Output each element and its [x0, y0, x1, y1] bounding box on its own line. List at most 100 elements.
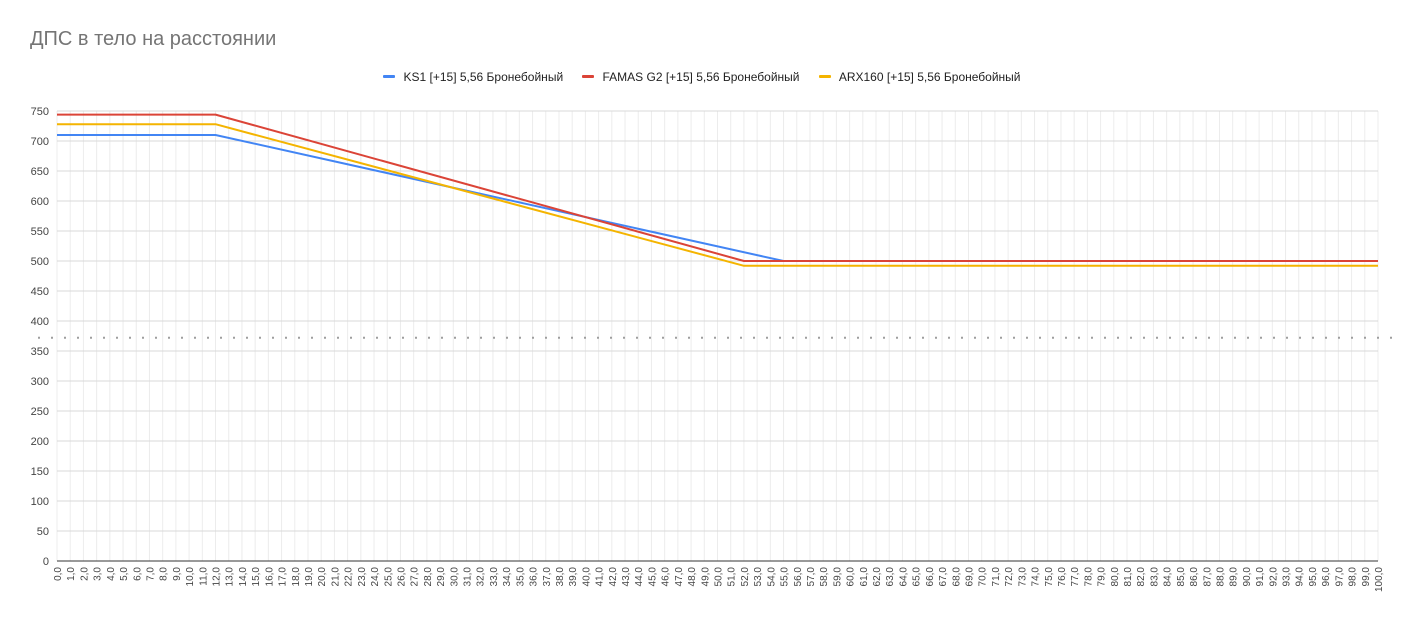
- x-tick-label: 82,0: [1136, 567, 1147, 587]
- y-tick-label: 400: [31, 316, 49, 328]
- legend-swatch-ks1: [383, 75, 396, 79]
- y-tick-label: 500: [31, 256, 49, 268]
- legend-item-arx160[interactable]: ARX160 [+15] 5,56 Бронебойный: [818, 70, 1021, 84]
- x-tick-label: 91,0: [1255, 567, 1266, 587]
- x-tick-label: 40,0: [581, 567, 592, 587]
- x-tick-label: 46,0: [661, 567, 672, 587]
- y-tick-label: 350: [31, 346, 49, 358]
- x-tick-label: 89,0: [1229, 567, 1240, 587]
- x-tick-label: 77,0: [1070, 567, 1081, 587]
- x-tick-label: 74,0: [1031, 567, 1042, 587]
- x-tick-label: 20,0: [317, 567, 328, 587]
- x-tick-label: 90,0: [1242, 567, 1253, 587]
- series-line-1: [57, 113, 1378, 262]
- x-tick-label: 11,0: [198, 567, 209, 586]
- x-tick-label: 60,0: [846, 567, 857, 587]
- x-tick-label: 33,0: [489, 567, 500, 587]
- y-tick-label: 300: [31, 376, 49, 388]
- x-tick-label: 31,0: [463, 567, 474, 587]
- chart-legend: KS1 [+15] 5,56 Бронебойный FAMAS G2 [+15…: [0, 70, 1404, 84]
- x-tick-label: 85,0: [1176, 567, 1187, 587]
- y-tick-label: 650: [31, 166, 49, 178]
- x-tick-label: 52,0: [740, 567, 751, 587]
- x-tick-label: 22,0: [344, 567, 355, 587]
- x-tick-label: 35,0: [515, 567, 526, 587]
- x-tick-label: 32,0: [476, 567, 487, 587]
- x-tick-label: 65,0: [912, 567, 923, 587]
- x-tick-label: 8,0: [159, 567, 170, 581]
- x-tick-label: 75,0: [1044, 567, 1055, 587]
- y-tick-label: 450: [31, 286, 49, 298]
- legend-item-famas-g2[interactable]: FAMAS G2 [+15] 5,56 Бронебойный: [582, 70, 799, 84]
- legend-item-ks1[interactable]: KS1 [+15] 5,56 Бронебойный: [383, 70, 563, 84]
- x-tick-label: 56,0: [793, 567, 804, 587]
- x-tick-label: 45,0: [647, 567, 658, 587]
- x-tick-label: 9,0: [172, 567, 183, 581]
- x-tick-label: 0,0: [53, 567, 64, 581]
- x-tick-label: 96,0: [1321, 567, 1332, 587]
- x-tick-label: 25,0: [383, 567, 394, 587]
- x-tick-label: 59,0: [832, 567, 843, 587]
- legend-label-arx160: ARX160 [+15] 5,56 Бронебойный: [838, 70, 1021, 84]
- series-line-2: [57, 123, 1378, 267]
- x-tick-label: 12,0: [212, 567, 223, 587]
- x-tick-label: 51,0: [727, 567, 738, 587]
- x-tick-label: 95,0: [1308, 567, 1319, 587]
- x-tick-label: 3,0: [93, 567, 104, 581]
- x-tick-label: 37,0: [542, 567, 553, 587]
- x-tick-label: 84,0: [1163, 567, 1174, 587]
- x-tick-label: 80,0: [1110, 567, 1121, 587]
- x-tick-label: 49,0: [700, 567, 711, 587]
- y-tick-label: 250: [31, 406, 49, 418]
- x-tick-label: 15,0: [251, 567, 262, 587]
- x-tick-label: 50,0: [714, 567, 725, 587]
- x-tick-label: 88,0: [1215, 567, 1226, 587]
- x-tick-label: 55,0: [780, 567, 791, 587]
- x-tick-label: 4,0: [106, 567, 117, 581]
- x-tick-label: 29,0: [436, 567, 447, 587]
- x-tick-label: 54,0: [766, 567, 777, 587]
- x-tick-label: 42,0: [608, 567, 619, 587]
- legend-swatch-famas-g2: [582, 75, 595, 79]
- x-tick-label: 26,0: [396, 567, 407, 587]
- x-tick-label: 1,0: [66, 567, 77, 581]
- x-tick-label: 62,0: [872, 567, 883, 587]
- x-tick-label: 64,0: [898, 567, 909, 587]
- y-tick-label: 200: [31, 436, 49, 448]
- x-tick-label: 98,0: [1348, 567, 1359, 587]
- x-tick-label: 24,0: [370, 567, 381, 587]
- x-tick-label: 79,0: [1097, 567, 1108, 587]
- x-tick-label: 47,0: [674, 567, 685, 587]
- x-tick-label: 19,0: [304, 567, 315, 587]
- x-tick-label: 27,0: [410, 567, 421, 587]
- x-tick-label: 83,0: [1149, 567, 1160, 587]
- x-tick-label: 10,0: [185, 567, 196, 587]
- chart-title: ДПС в тело на расстоянии: [30, 28, 277, 50]
- legend-label-famas-g2: FAMAS G2 [+15] 5,56 Бронебойный: [602, 70, 800, 84]
- x-tick-label: 44,0: [634, 567, 645, 587]
- x-tick-label: 97,0: [1334, 567, 1345, 587]
- x-tick-label: 69,0: [964, 567, 975, 587]
- x-tick-label: 30,0: [449, 567, 460, 587]
- x-tick-label: 41,0: [595, 567, 606, 587]
- x-tick-label: 2,0: [79, 567, 90, 581]
- x-tick-label: 87,0: [1202, 567, 1213, 587]
- x-tick-label: 16,0: [264, 567, 275, 587]
- x-tick-label: 48,0: [687, 567, 698, 587]
- x-tick-label: 57,0: [806, 567, 817, 587]
- x-tick-label: 23,0: [357, 567, 368, 587]
- legend-label-ks1: KS1 [+15] 5,56 Бронебойный: [403, 70, 564, 84]
- x-tick-label: 71,0: [991, 567, 1002, 587]
- x-tick-label: 100,0: [1374, 567, 1385, 592]
- y-tick-label: 0: [43, 556, 49, 568]
- x-tick-label: 36,0: [529, 567, 540, 587]
- y-tick-label: 700: [31, 136, 49, 148]
- x-tick-label: 17,0: [278, 567, 289, 587]
- x-tick-label: 61,0: [859, 567, 870, 587]
- x-tick-label: 67,0: [938, 567, 949, 587]
- x-tick-label: 94,0: [1295, 567, 1306, 587]
- y-tick-label: 550: [31, 226, 49, 238]
- y-tick-label: 150: [31, 466, 49, 478]
- x-tick-label: 99,0: [1361, 567, 1372, 587]
